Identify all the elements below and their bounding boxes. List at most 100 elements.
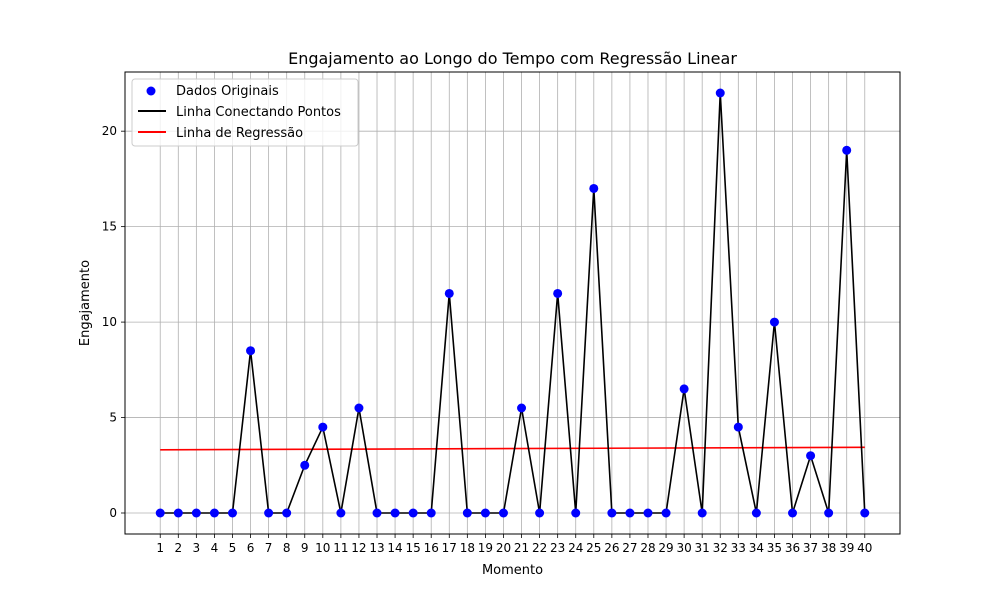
- x-tick-label: 33: [731, 541, 746, 555]
- x-tick-label: 36: [785, 541, 800, 555]
- x-tick-label: 28: [640, 541, 655, 555]
- data-point: [535, 508, 545, 518]
- data-point: [282, 508, 292, 518]
- x-tick-label: 37: [803, 541, 818, 555]
- x-tick-label: 39: [839, 541, 854, 555]
- data-point: [372, 508, 382, 518]
- data-point: [191, 508, 201, 518]
- connecting-line: [160, 92, 866, 514]
- data-point: [462, 508, 472, 518]
- data-point: [444, 288, 454, 298]
- x-tick-label: 30: [676, 541, 691, 555]
- connecting-line-layer: [160, 92, 866, 514]
- x-tick-label: 19: [478, 541, 493, 555]
- x-tick-label: 13: [369, 541, 384, 555]
- data-point: [390, 508, 400, 518]
- x-tick-label: 3: [193, 541, 201, 555]
- x-tick-label: 16: [424, 541, 439, 555]
- data-point: [589, 183, 599, 193]
- regression-line-layer: [160, 446, 865, 451]
- x-axis-label: Momento: [482, 563, 543, 578]
- x-tick-label: 21: [514, 541, 529, 555]
- x-tick-label: 9: [301, 541, 309, 555]
- x-tick-label: 18: [460, 541, 475, 555]
- chart-title: Engajamento ao Longo do Tempo com Regres…: [288, 49, 737, 68]
- x-tick-label: 4: [211, 541, 219, 555]
- data-point: [480, 508, 490, 518]
- data-point: [733, 422, 743, 432]
- legend-label-dados-originais: Dados Originais: [176, 84, 279, 99]
- data-point: [517, 403, 527, 413]
- data-point: [498, 508, 508, 518]
- data-point: [336, 508, 346, 518]
- legend: Dados Originais Linha Conectando Pontos …: [131, 78, 359, 147]
- data-point: [715, 88, 725, 98]
- x-tick-label: 22: [532, 541, 547, 555]
- x-tick-label: 24: [568, 541, 583, 555]
- y-tick-label: 10: [102, 315, 117, 329]
- x-tick-label: 6: [247, 541, 255, 555]
- data-point: [209, 508, 219, 518]
- data-point: [227, 508, 237, 518]
- x-tick-label: 14: [387, 541, 402, 555]
- x-tick-label: 29: [658, 541, 673, 555]
- data-point: [806, 451, 816, 461]
- data-point: [661, 508, 671, 518]
- x-tick-label: 8: [283, 541, 291, 555]
- data-point: [842, 145, 852, 155]
- x-tick-label: 38: [821, 541, 836, 555]
- x-tick-label: 2: [174, 541, 182, 555]
- x-tick-label: 27: [622, 541, 637, 555]
- x-tick-label: 5: [229, 541, 237, 555]
- x-tick-label: 20: [496, 541, 511, 555]
- x-tick-label: 25: [586, 541, 601, 555]
- x-tick-label: 7: [265, 541, 273, 555]
- data-point: [788, 508, 798, 518]
- x-tick-label: 31: [695, 541, 710, 555]
- legend-label-linha-regressao: Linha de Regressão: [176, 126, 303, 141]
- data-point: [571, 508, 581, 518]
- data-point: [354, 403, 364, 413]
- data-point: [553, 288, 563, 298]
- data-point: [860, 508, 870, 518]
- x-axis-ticks: 1 2 3 4 5 6 7 8 9 10 11 12 13 14 15 16 17 18 19 20 21 22 23 24 2…: [156, 534, 872, 555]
- y-tick-label: 5: [109, 411, 117, 425]
- legend-box: [131, 78, 359, 147]
- x-tick-label: 40: [857, 541, 872, 555]
- legend-label-linha-conectando: Linha Conectando Pontos: [176, 105, 341, 120]
- y-axis-label: Engajamento: [78, 260, 93, 346]
- data-points: [155, 88, 870, 518]
- x-tick-label: 35: [767, 541, 782, 555]
- data-point: [751, 508, 761, 518]
- x-tick-label: 32: [713, 541, 728, 555]
- data-point: [155, 508, 165, 518]
- x-tick-label: 15: [406, 541, 421, 555]
- y-tick-label: 15: [102, 220, 117, 234]
- x-tick-label: 34: [749, 541, 764, 555]
- data-point: [697, 508, 707, 518]
- data-point: [264, 508, 274, 518]
- y-axis-ticks: 0 5 10 15 20: [102, 124, 125, 520]
- x-tick-label: 1: [156, 541, 164, 555]
- grid: [125, 72, 900, 534]
- data-point: [408, 508, 418, 518]
- data-point: [426, 508, 436, 518]
- x-tick-label: 11: [333, 541, 348, 555]
- data-point: [679, 384, 689, 394]
- y-tick-label: 0: [109, 506, 117, 520]
- legend-marker-scatter: [146, 86, 156, 96]
- regression-line: [160, 446, 865, 451]
- data-point: [769, 317, 779, 327]
- x-tick-label: 12: [351, 541, 366, 555]
- x-tick-label: 10: [315, 541, 330, 555]
- data-point: [824, 508, 834, 518]
- plot-frame: [124, 71, 901, 535]
- data-point: [643, 508, 653, 518]
- x-tick-label: 26: [604, 541, 619, 555]
- x-tick-label: 23: [550, 541, 565, 555]
- data-point: [300, 460, 310, 470]
- data-point: [318, 422, 328, 432]
- y-tick-label: 20: [102, 124, 117, 138]
- data-point: [625, 508, 635, 518]
